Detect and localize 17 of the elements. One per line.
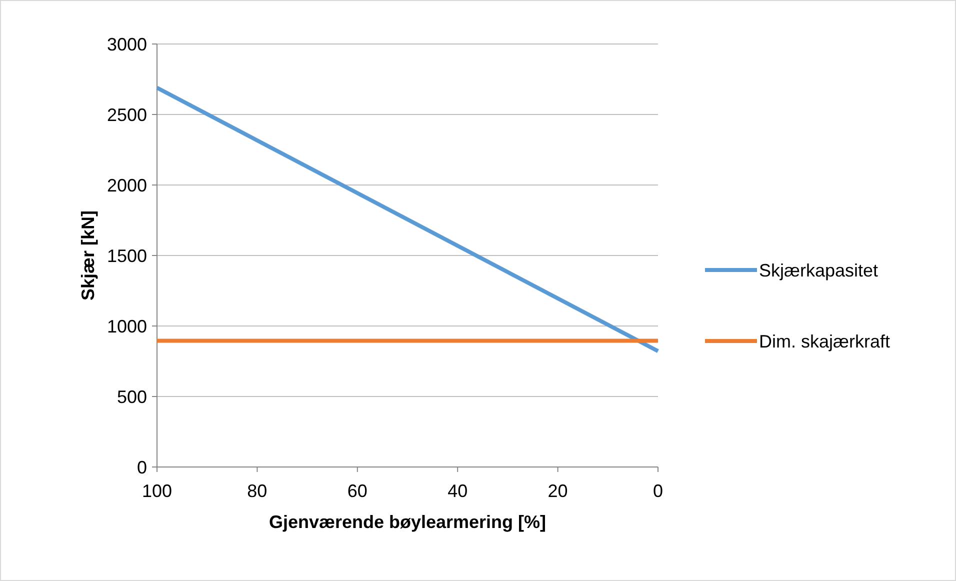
- legend-label: Skjærkapasitet: [759, 260, 878, 280]
- x-tick-label: 100: [142, 481, 172, 501]
- x-tick-label: 20: [548, 481, 568, 501]
- y-tick-label: 3000: [106, 34, 147, 54]
- legend-label: Dim. skajærkraft: [759, 331, 890, 352]
- y-tick-label: 2500: [106, 104, 147, 125]
- y-tick-label: 1000: [106, 316, 147, 336]
- y-tick-label: 1500: [106, 246, 147, 266]
- x-tick-label: 80: [247, 481, 268, 501]
- y-axis-title: Skjær [kN]: [78, 210, 98, 301]
- x-tick-label: 60: [347, 481, 368, 501]
- y-tick-label: 0: [136, 457, 147, 478]
- x-axis-title: Gjenværende bøylearmering [%]: [268, 512, 546, 532]
- x-tick-label: 40: [448, 481, 468, 501]
- y-tick-label: 500: [116, 386, 147, 407]
- y-tick-label: 2000: [106, 175, 147, 196]
- x-tick-label: 0: [652, 481, 664, 501]
